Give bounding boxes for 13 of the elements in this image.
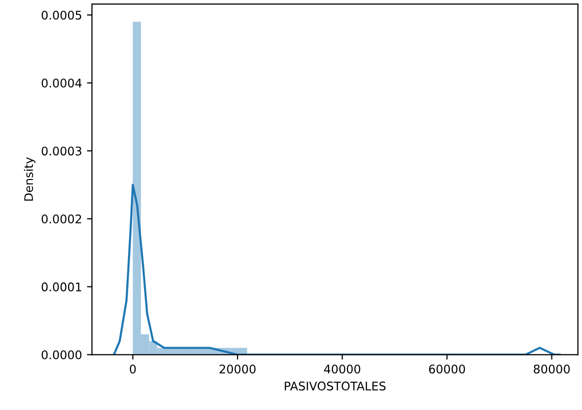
x-tick-label: 40000 [324, 364, 360, 374]
y-tick-label: 0.0001 [42, 282, 82, 292]
x-tick-label: 60000 [429, 364, 465, 374]
y-tick-label: 0.0000 [42, 350, 82, 360]
x-tick-label: 20000 [220, 364, 256, 374]
y-tick-label: 0.0003 [42, 146, 82, 156]
x-tick-label: 0 [130, 364, 136, 374]
y-tick-label: 0.0004 [42, 78, 82, 88]
y-axis-title: Density [24, 157, 36, 201]
y-tick-label: 0.0002 [42, 214, 82, 224]
x-axis-title: PASIVOSTOTALES [284, 382, 386, 390]
y-tick-label: 0.0005 [42, 10, 82, 20]
x-tick-label: 80000 [534, 364, 570, 374]
